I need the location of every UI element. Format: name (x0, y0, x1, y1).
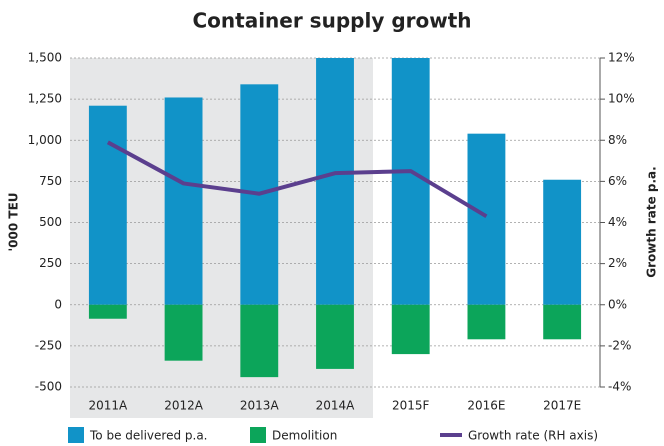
bar (316, 58, 354, 305)
legend-label: To be delivered p.a. (89, 429, 208, 443)
bar (543, 304, 582, 340)
y2-tick-label: 10% (608, 92, 635, 106)
y-tick-label: 500 (39, 215, 62, 229)
x-tick-label: 2016E (467, 399, 505, 413)
bar (467, 133, 506, 305)
x-tick-label: 2014A (316, 399, 356, 413)
y2-tick-label: 8% (608, 133, 627, 147)
y2-tick-label: 0% (608, 297, 627, 311)
line (106, 140, 488, 219)
legend-label: Demolition (272, 429, 337, 443)
bar (391, 58, 430, 305)
x-tick-label: 2012A (164, 399, 204, 413)
y2-tick-label: 2% (608, 256, 627, 270)
y-axis-title: '000 TEU (7, 192, 21, 251)
bar (391, 304, 430, 355)
x-tick-label: 2017E (543, 399, 581, 413)
x-tick-label: 2015F (392, 399, 430, 413)
y2-axis-title: Growth rate p.a. (645, 166, 659, 277)
y-tick-label: 1,250 (28, 92, 62, 106)
y-tick-label: 1,000 (28, 133, 62, 147)
y2-tick-label: -4% (608, 380, 631, 394)
x-tick-label: 2011A (88, 399, 128, 413)
bar (467, 304, 506, 340)
bar (543, 179, 582, 305)
y-tick-label: 250 (39, 256, 62, 270)
y-tick-label: 1,500 (28, 51, 62, 65)
y2-tick-label: 6% (608, 174, 627, 188)
chart-title: Container supply growth (192, 9, 471, 33)
bar (164, 97, 203, 305)
bar (316, 304, 354, 369)
y2-tick-label: -2% (608, 338, 631, 352)
legend-swatch (250, 427, 266, 443)
y-tick-label: 0 (54, 297, 62, 311)
legend-label: Growth rate (RH axis) (468, 429, 598, 443)
y-tick-label: 750 (39, 174, 62, 188)
bar (164, 304, 203, 361)
legend-swatch (68, 427, 84, 443)
y2-tick-label: 4% (608, 215, 627, 229)
bar (88, 304, 127, 319)
x-tick-label: 2013A (240, 399, 280, 413)
bar (240, 304, 279, 378)
y-tick-label: -500 (35, 380, 62, 394)
y2-tick-label: 12% (608, 51, 635, 65)
y-tick-label: -250 (35, 338, 62, 352)
bar (88, 105, 127, 305)
